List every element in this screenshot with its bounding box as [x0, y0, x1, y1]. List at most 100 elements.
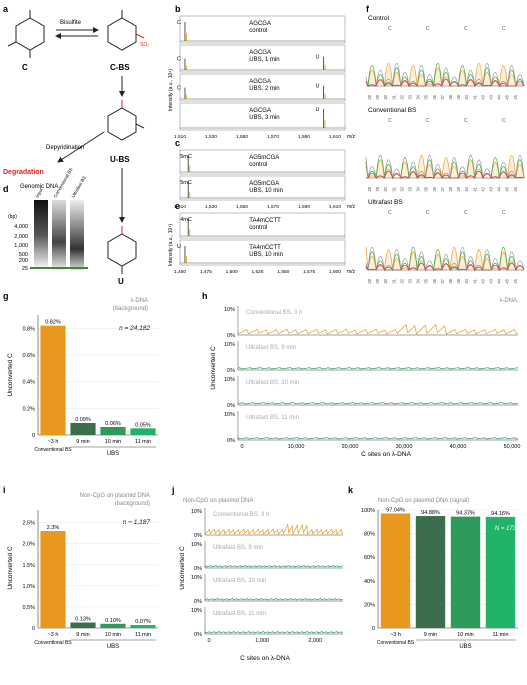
panel-j: j Non-CpG on plasmid DNA Unconverted C C…: [171, 485, 344, 662]
axis-tick-label: 1,510: [174, 204, 186, 210]
trace-condition: UBS, 1 min: [249, 57, 279, 63]
track-ytick-high: 10%: [191, 542, 202, 548]
j-title: Non-CpG on plasmid DNA: [183, 498, 253, 504]
bar-value-label: 2.3%: [47, 525, 60, 531]
uracil-structure: [107, 226, 137, 274]
position-label: 42: [480, 186, 485, 191]
peak-label: 5mC: [180, 154, 192, 160]
bar: [40, 531, 66, 628]
ladder-2000: 2,000: [14, 234, 28, 240]
position-label: 33: [408, 94, 413, 99]
i-ylabel: Unconverted C: [7, 546, 14, 590]
ladder-500: 500: [19, 252, 28, 258]
position-label: 46: [513, 94, 518, 99]
i-title: Non-CpG on plasmid DNA: [80, 493, 150, 499]
lane-label-ultrafast: Ultrafast BS: [71, 175, 87, 198]
position-label: 40: [464, 186, 469, 191]
panel-letter-g: g: [3, 291, 9, 301]
track-signal: [204, 523, 344, 536]
axis-tick-label: 1,550: [277, 269, 289, 275]
track-ytick-high: 10%: [191, 608, 202, 614]
chromatogram-title: Conventional BS: [368, 107, 417, 114]
lane-label-conventional: Conventional BS: [53, 167, 74, 199]
so3-label: SO₃⁻: [140, 42, 152, 48]
position-label: 32: [399, 94, 404, 99]
g-ylabel: Unconverted C: [7, 353, 14, 397]
axis-tick-label: 1,575: [303, 269, 315, 275]
track-signal: [204, 630, 344, 634]
base-call-label: C: [502, 26, 506, 32]
y-tick-label: 0.8%: [22, 326, 35, 332]
peak-label: U: [316, 107, 320, 113]
trace-condition: UBS, 10 min: [249, 188, 283, 194]
track-xtick-label: 40,000: [450, 444, 467, 450]
base-call-label: C: [388, 26, 392, 32]
position-label: 45: [505, 186, 510, 191]
bar: [130, 625, 156, 628]
track-signal: [237, 367, 519, 370]
panel-letter-d: d: [3, 184, 9, 194]
track-ytick-zero: 0%: [194, 632, 202, 638]
bar: [70, 622, 96, 628]
track-ytick-high: 10%: [224, 307, 235, 313]
bar-value-label: 94.37%: [456, 511, 475, 517]
position-label: 29: [375, 186, 380, 191]
track-xtick-label: 1,000: [255, 638, 269, 644]
x-tick-label: 10 min: [105, 632, 122, 638]
panel-g: g λ-DNA (background) n = 24,182 Unconver…: [3, 291, 158, 457]
k-n-label: N = 173: [495, 526, 517, 532]
peak-label: C: [177, 20, 181, 26]
trace-condition: control: [249, 28, 267, 34]
track-xtick-label: 20,000: [342, 444, 359, 450]
lane-label-input: Input: [35, 187, 45, 199]
track-label: Ultrafast BS, 10 min: [246, 380, 299, 386]
h-chart: 10% 0% Conventional BS, 3 h 10% 0% Ultrafast …: [224, 306, 520, 450]
group-label: Conventional BS: [34, 447, 72, 453]
label-c-bs: C-BS: [110, 63, 130, 72]
e-ylabel: Intensity (a.u., 10⁴): [168, 224, 174, 267]
track-ytick-high: 10%: [224, 342, 235, 348]
axis-tick-label: 1,510: [174, 134, 186, 140]
track-label: Ultrafast BS, 11 min: [213, 611, 266, 617]
y-tick-label: 1.5%: [22, 563, 35, 569]
panel-letter-e: e: [175, 201, 180, 211]
track-ytick-zero: 0%: [227, 368, 235, 374]
track-ytick-high: 10%: [224, 377, 235, 383]
position-label: 28: [367, 186, 372, 191]
bar: [450, 516, 481, 628]
x-tick-label: 10 min: [457, 632, 474, 638]
trace-frame: [179, 149, 346, 175]
position-label: 42: [480, 94, 485, 99]
position-label: 36: [432, 94, 437, 99]
panel-letter-c: c: [175, 138, 180, 148]
ubs-label: UBS: [107, 451, 119, 457]
trace-frame: [179, 175, 346, 201]
position-label: 41: [472, 94, 477, 99]
position-label: 29: [375, 278, 380, 283]
peak-label: C: [177, 86, 181, 92]
gel-lane-conventional: [52, 200, 66, 270]
position-label: 37: [440, 278, 445, 283]
position-label: 45: [505, 94, 510, 99]
position-label: 36: [432, 278, 437, 283]
ubs-label: UBS: [107, 644, 119, 650]
group-label: Conventional BS: [34, 640, 72, 646]
position-label: 40: [464, 94, 469, 99]
position-label: 33: [408, 186, 413, 191]
j-chart: 10% 0% Conventional BS, 3 h 10% 0% Ultrafast …: [191, 508, 344, 644]
bar: [380, 513, 411, 628]
track-xtick-label: 0: [207, 638, 210, 644]
position-label: 46: [513, 278, 518, 283]
axis-tick-label: 1,500: [226, 269, 238, 275]
label-c: C: [22, 63, 28, 72]
ladder-1000: 1,000: [14, 243, 28, 249]
bar: [70, 423, 96, 435]
track-ytick-zero: 0%: [227, 333, 235, 339]
bar: [100, 623, 126, 628]
base-call-label: C: [502, 210, 506, 216]
axis-tick-label: 1,450: [174, 269, 186, 275]
track-xtick-label: 0: [240, 444, 243, 450]
